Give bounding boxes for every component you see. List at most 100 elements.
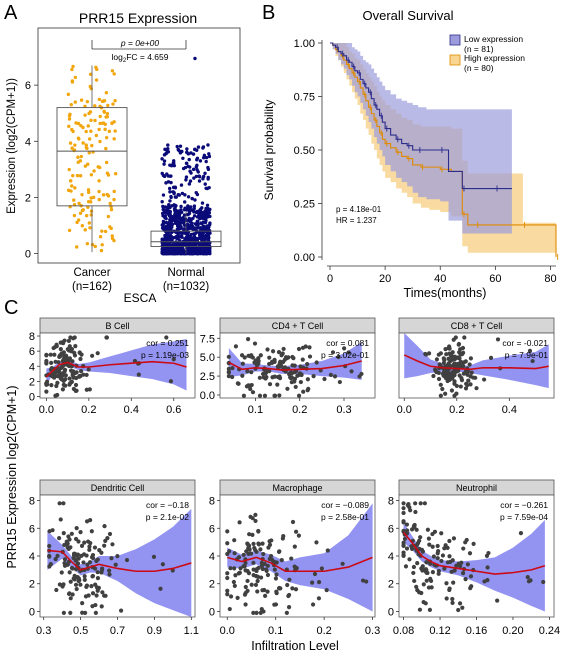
normal-point: [208, 222, 212, 227]
scatter-point: [293, 384, 298, 390]
p-value-label: p = 2.1e-02: [146, 512, 190, 522]
cancer-point: [73, 143, 77, 147]
scatter-point: [447, 346, 452, 351]
scatter-point: [413, 509, 418, 515]
scatter-point: [258, 353, 263, 358]
scatter-point: [265, 572, 271, 578]
scatter-point: [460, 345, 466, 351]
scatter-point: [44, 353, 49, 358]
cancer-point: [101, 99, 106, 103]
scatter-point: [44, 382, 49, 387]
scatter-point: [61, 582, 66, 587]
scatter-point: [44, 361, 49, 366]
scatter-point: [300, 345, 306, 350]
scatter-point: [438, 393, 443, 398]
normal-point: [199, 228, 204, 232]
scatter-point: [47, 564, 52, 569]
scatter-point: [460, 352, 465, 357]
x-tick-label: 0.2: [292, 404, 307, 416]
scatter-point: [440, 371, 445, 376]
scatter-point: [62, 557, 68, 562]
scatter-point: [454, 563, 459, 568]
scatter-point: [64, 539, 69, 544]
normal-point: [195, 251, 199, 256]
normal-point: [166, 223, 171, 227]
normal-point: [182, 213, 187, 217]
scatter-point: [281, 346, 286, 352]
cancer-point: [110, 234, 114, 238]
normal-point: [168, 190, 172, 194]
scatter-point: [444, 581, 449, 586]
scatter-point: [424, 560, 429, 565]
scatter-point: [447, 586, 452, 591]
survival-x-axis-label: Times(months): [404, 286, 487, 300]
scatter-point: [103, 538, 108, 543]
scatter-point: [336, 354, 341, 360]
scatter-point: [53, 557, 58, 562]
p-value-label: p = 1.19e-03: [141, 350, 189, 360]
scatter-point: [471, 541, 476, 546]
cancer-point: [103, 229, 108, 234]
scatter-point: [78, 530, 83, 535]
cancer-point: [78, 159, 83, 163]
normal-point: [206, 242, 211, 246]
y-tick-label: 2: [25, 192, 31, 204]
scatter-point: [431, 373, 436, 379]
x-tick-label: 0.12: [429, 625, 450, 637]
scatter-point: [286, 355, 291, 360]
normal-point: [196, 226, 201, 230]
scatter-point: [447, 363, 452, 368]
scatter-point: [232, 566, 237, 571]
cancer-point: [105, 111, 110, 116]
scatter-point: [440, 386, 445, 392]
cancer-point: [100, 229, 104, 233]
scatter-point: [225, 529, 230, 534]
y-tick-label: 8: [388, 496, 394, 508]
scatter-point: [251, 610, 256, 615]
scatter-point: [275, 364, 281, 369]
cancer-point: [89, 118, 93, 122]
cancer-point: [104, 91, 109, 95]
scatter-point: [49, 360, 54, 365]
scatter-point: [248, 551, 254, 556]
scatter-point: [61, 610, 66, 615]
x-tick-label: 0.1: [248, 404, 263, 416]
scatter-point: [530, 358, 535, 364]
scatter-point: [61, 501, 66, 506]
scatter-point: [287, 372, 292, 377]
y-tick-label: 5.0: [200, 352, 215, 364]
normal-point: [198, 242, 203, 247]
cancer-point: [112, 189, 116, 194]
cancer-point: [69, 189, 73, 193]
scatter-point: [241, 552, 246, 558]
cancer-point: [93, 244, 97, 249]
confidence-band: [403, 519, 545, 612]
low-expression-line: [330, 42, 512, 190]
scatter-point: [250, 532, 255, 537]
scatter-point: [242, 355, 247, 360]
scatter-point: [451, 580, 456, 585]
scatter-point: [47, 543, 52, 549]
cancer-point: [111, 102, 115, 106]
x-tick-label: 0.0: [397, 404, 412, 416]
x-tick-label: 0.1: [268, 625, 283, 637]
scatter-point: [260, 566, 265, 572]
scatter-point: [401, 520, 406, 525]
normal-point: [197, 179, 202, 183]
normal-point: [201, 146, 205, 150]
normal-point: [179, 204, 183, 209]
scatter-point: [411, 570, 416, 576]
category-label-cancer: Cancer: [73, 267, 110, 279]
scatter-point: [56, 368, 61, 373]
scatter-point: [102, 543, 107, 548]
scatter-point: [63, 383, 68, 388]
cancer-point: [101, 193, 106, 197]
scatter-point: [426, 536, 431, 541]
y-tick-label: 4: [25, 136, 31, 148]
cancer-point: [88, 72, 93, 76]
scatter-point: [69, 565, 75, 571]
normal-point: [203, 209, 208, 214]
normal-point: [162, 159, 167, 163]
cancer-point: [67, 167, 71, 172]
normal-point: [175, 213, 179, 218]
